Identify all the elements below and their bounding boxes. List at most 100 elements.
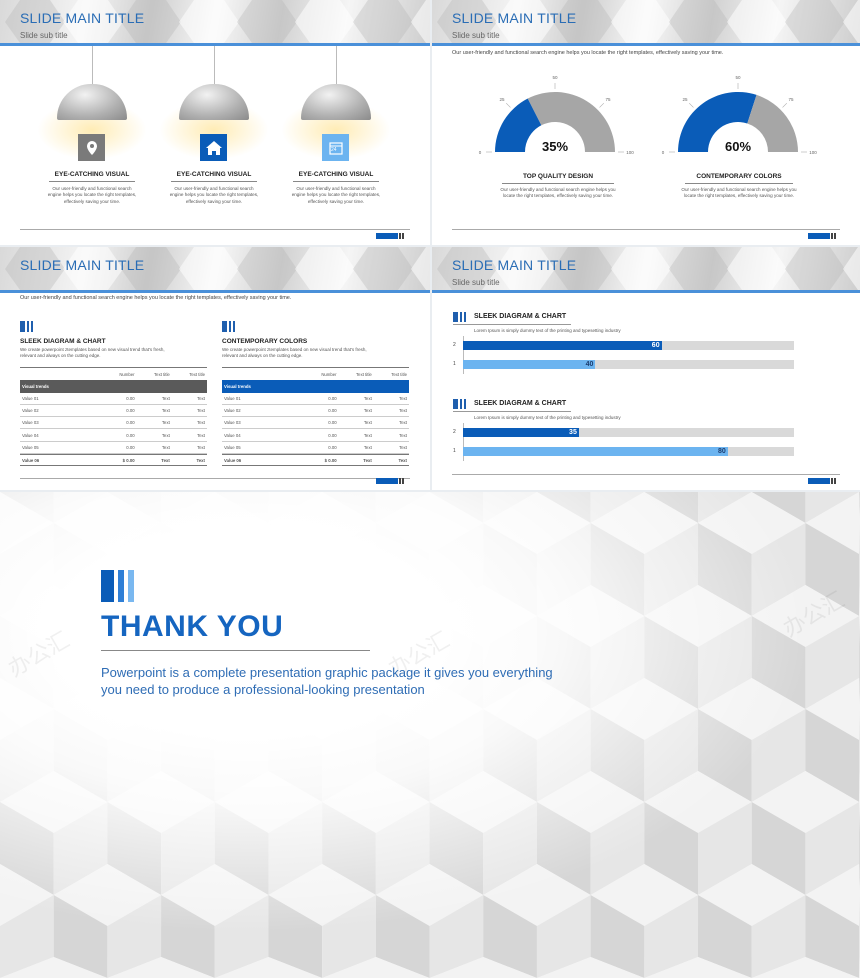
- header-hexagon: [295, 0, 355, 43]
- table-row: Value 04 0.00 Text Text: [20, 429, 207, 442]
- slide-tables[interactable]: SLIDE MAIN TITLE Our user-friendly and f…: [0, 247, 430, 490]
- slide-lamps[interactable]: SLIDE MAIN TITLE Slide sub title EYE-CAT…: [0, 0, 430, 245]
- slide-title: SLIDE MAIN TITLE: [20, 10, 145, 26]
- table-cell: Text: [399, 432, 407, 438]
- header-hexagon: [785, 247, 845, 290]
- table-cell: Value 02: [22, 408, 39, 414]
- header-hexagon: [5, 247, 65, 290]
- gauge-tick-label: 0: [662, 150, 665, 155]
- lamp-cord: [214, 46, 215, 84]
- thank-you-title: THANK YOU: [101, 610, 284, 643]
- table-cell: Text: [363, 432, 372, 438]
- table-cell: Text: [161, 395, 170, 401]
- header-hexagon: [411, 247, 430, 290]
- feature-heading: EYE-CATCHING VISUAL: [298, 171, 374, 178]
- header-hexagon: [237, 0, 297, 43]
- table-cell: Value 03: [22, 420, 39, 426]
- table-cell: Value 05: [224, 444, 241, 450]
- bar-value-label: 35: [569, 429, 577, 436]
- column-header: Text title: [391, 371, 407, 377]
- chart-heading: SLEEK DIAGRAM & CHART: [474, 400, 567, 407]
- slide-subtitle: Slide sub title: [452, 278, 500, 287]
- table-row: Value 01 0.00 Text Text: [20, 393, 207, 405]
- gauge-text: Our user-friendly and functional search …: [681, 187, 797, 199]
- header-hexagon: [843, 247, 860, 290]
- background-glow: [0, 492, 860, 978]
- slide-bar-charts[interactable]: SLIDE MAIN TITLE Slide sub title SLEEK D…: [432, 247, 860, 490]
- gauge-value-arc: [495, 98, 542, 152]
- lamp-cord: [336, 46, 337, 84]
- lamp-cord: [92, 46, 93, 84]
- slide-thank-you[interactable]: 办公汇 办公汇 办公汇 THANK YOU Powerpoint is a co…: [0, 492, 860, 978]
- header-hexagon: [727, 0, 787, 43]
- slide-pager: [808, 478, 836, 484]
- slide-intro: Our user-friendly and functional search …: [452, 50, 724, 56]
- table-heading: CONTEMPORARY COLORS: [222, 338, 308, 345]
- table-cell: Text: [197, 444, 205, 450]
- header-pattern: [5, 0, 430, 43]
- feature-heading: EYE-CATCHING VISUAL: [176, 171, 252, 178]
- home-icon: [200, 134, 227, 161]
- header-hexagon: [437, 247, 497, 290]
- header-hexagon: [295, 247, 355, 290]
- bar: [463, 428, 579, 437]
- thank-you-line-2: you need to produce a professional-looki…: [101, 682, 425, 697]
- table-cell: Text: [363, 457, 372, 463]
- map-pin-icon: [78, 134, 105, 161]
- feature-heading: EYE-CATCHING VISUAL: [54, 171, 130, 178]
- table-cell: $ 0.00: [122, 457, 135, 463]
- table-row: Value 02 0.00 Text Text: [20, 405, 207, 418]
- column-header: Text title: [356, 371, 372, 377]
- gauge-heading: CONTEMPORARY COLORS: [696, 173, 782, 180]
- slide-intro: Our user-friendly and functional search …: [20, 295, 292, 301]
- bar-track: [463, 428, 794, 437]
- divider: [101, 650, 370, 651]
- gauge-tick: [599, 102, 605, 108]
- table-band-row: Visual trends: [20, 380, 207, 393]
- footer-line: [452, 229, 840, 230]
- gauge-tick: [782, 102, 788, 108]
- lamp-shade: [57, 84, 127, 120]
- table-cell: Text: [363, 395, 372, 401]
- table-row: Value 03 0.00 Text Text: [20, 417, 207, 430]
- table-cell: 0.00: [328, 395, 337, 401]
- slide-pager: [808, 233, 836, 239]
- table-cell: Text: [197, 432, 205, 438]
- divider: [685, 183, 793, 184]
- table-cell: 0.00: [126, 432, 135, 438]
- divider: [453, 324, 571, 325]
- gauge-charts: 0 25 50 75 100 35% 0 25 50 75 100 60%: [479, 75, 818, 155]
- bar-value-label: 80: [718, 447, 726, 455]
- table-cell: Text: [363, 408, 372, 414]
- feature-text: Our user-friendly and functional search …: [169, 186, 259, 204]
- gauge-percent-label: 35%: [542, 139, 568, 154]
- header-hexagon: [353, 247, 413, 290]
- table-cell: 0.00: [328, 444, 337, 450]
- header-hexagon: [5, 0, 65, 43]
- table-cell: Value 01: [22, 395, 39, 401]
- header-hexagon: [843, 0, 860, 43]
- divider: [453, 411, 571, 412]
- column-header: Text title: [189, 371, 205, 377]
- slide-title: SLIDE MAIN TITLE: [452, 257, 577, 273]
- slide-header: [432, 247, 860, 293]
- bar: [463, 446, 728, 456]
- table-cell: 0.00: [126, 420, 135, 426]
- table-cell: Text: [399, 444, 407, 450]
- table-row: Value 04 0.00 Text Text: [222, 429, 409, 442]
- gauge-text: Our user-friendly and functional search …: [500, 187, 616, 199]
- slide-header: [432, 0, 860, 46]
- table-cell: Text: [197, 395, 205, 401]
- feature-text: Our user-friendly and functional search …: [47, 186, 137, 204]
- header-hexagon: [63, 0, 123, 43]
- table-cell: Text: [161, 408, 170, 414]
- gauge-tick-label: 0: [479, 150, 482, 155]
- table-cell: Value 06: [224, 457, 242, 463]
- slide-pager: [376, 478, 404, 484]
- bars-icon: [222, 321, 236, 332]
- table-cell: Value 01: [224, 395, 241, 401]
- slide-gauges[interactable]: SLIDE MAIN TITLE Slide sub title Our use…: [432, 0, 860, 245]
- table-heading: SLEEK DIAGRAM & CHART: [20, 338, 106, 345]
- table-cell: Text: [161, 432, 170, 438]
- band-label: Visual trends: [224, 383, 251, 389]
